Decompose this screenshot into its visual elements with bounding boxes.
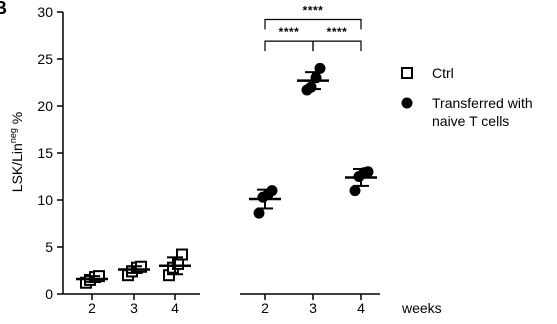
significance-bracket	[312, 40, 362, 52]
transferred-data-point	[305, 81, 317, 93]
y-axis: 0 5 10 15 20 25 30	[37, 4, 64, 302]
legend-ctrl-marker	[401, 67, 413, 79]
y-axis-label-superscript: neg	[8, 128, 18, 143]
data-marks	[76, 62, 377, 289]
y-tick-label: 10	[37, 192, 53, 208]
x-axis-label: weeks	[401, 300, 442, 316]
transferred-data-point	[314, 62, 326, 74]
significance-label: ****	[327, 25, 348, 39]
y-tick-label: 5	[45, 239, 53, 255]
transferred-data-point	[349, 185, 361, 197]
y-axis-label-suffix: %	[9, 112, 25, 128]
y-tick-label: 30	[37, 4, 53, 20]
y-axis-label: LSK/Linneg %	[8, 112, 25, 192]
significance-label: ****	[303, 4, 324, 18]
x-tick-label: 4	[357, 300, 365, 316]
transferred-data-point	[253, 207, 265, 219]
y-tick-label: 20	[37, 98, 53, 114]
legend-transferred-label: naive T cells	[432, 113, 509, 129]
x-tick-label: 4	[171, 300, 179, 316]
x-axis: 2 3 4 2 3 4	[63, 293, 380, 316]
x-tick-label: 3	[309, 300, 317, 316]
y-axis-label-main: LSK/Lin	[9, 143, 25, 192]
legend: Ctrl Transferred with naive T cells	[401, 65, 533, 129]
significance-bracket	[264, 18, 362, 30]
significance-brackets: **** ********	[264, 4, 362, 52]
x-tick-label: 2	[261, 300, 269, 316]
y-tick-label: 0	[45, 286, 53, 302]
legend-ctrl-label: Ctrl	[432, 65, 454, 81]
panel-label: B	[0, 0, 7, 18]
significance-bracket	[264, 40, 314, 52]
ctrl-data-point	[176, 248, 188, 261]
significance-label: ****	[279, 25, 300, 39]
y-tick-label: 15	[37, 145, 53, 161]
legend-transferred-label: Transferred with	[432, 95, 533, 111]
y-tick-label: 25	[37, 51, 53, 67]
x-tick-label: 2	[88, 300, 96, 316]
transferred-data-point	[362, 166, 374, 178]
x-tick-label: 3	[130, 300, 138, 316]
legend-transferred-marker	[401, 97, 413, 109]
